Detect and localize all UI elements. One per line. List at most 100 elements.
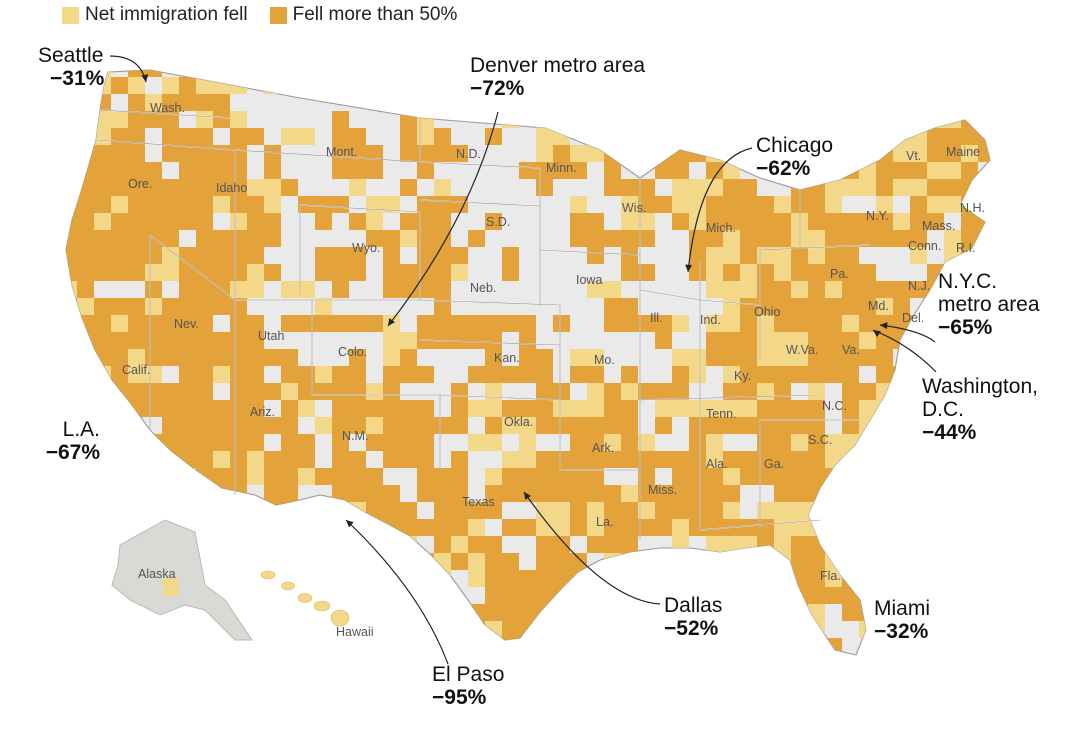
county-cell — [349, 400, 366, 417]
county-cell — [842, 570, 859, 587]
county-cell — [434, 298, 451, 332]
county-cell — [553, 621, 587, 638]
county-cell — [451, 451, 468, 485]
state-label: Ore. — [128, 177, 152, 191]
county-cell — [893, 383, 910, 400]
county-cell — [995, 162, 1012, 179]
county-cell — [995, 655, 1029, 672]
county-cell — [383, 349, 400, 366]
county-cell — [519, 604, 553, 621]
county-cell — [672, 451, 689, 468]
county-cell — [264, 264, 281, 281]
county-cell — [808, 281, 825, 298]
county-cell — [536, 417, 570, 434]
county-cell — [451, 145, 468, 162]
county-cell — [451, 553, 468, 570]
county-cell — [689, 145, 706, 162]
callout-miami: Miami −32% — [874, 597, 930, 643]
county-cell — [706, 451, 723, 468]
county-cell — [553, 638, 570, 655]
county-cell — [145, 468, 179, 502]
county-cell — [859, 264, 876, 281]
county-cell — [876, 179, 893, 196]
county-cell — [383, 400, 417, 417]
county-cell — [740, 553, 774, 570]
county-cell — [162, 621, 179, 655]
county-cell — [281, 519, 315, 536]
county-cell — [655, 94, 672, 111]
county-cell — [791, 366, 808, 383]
county-cell — [349, 553, 383, 570]
county-cell — [995, 179, 1012, 213]
county-cell — [842, 94, 859, 111]
county-cell — [621, 621, 638, 638]
county-cell — [791, 94, 825, 111]
county-cell — [230, 162, 247, 179]
county-cell — [451, 70, 468, 77]
county-cell — [842, 366, 859, 383]
state-label: Del. — [902, 311, 924, 325]
county-cell — [706, 230, 723, 247]
county-cell — [94, 553, 111, 570]
callout-seattle-name: Seattle — [38, 44, 104, 67]
county-cell — [961, 502, 990, 519]
county-cell — [349, 179, 366, 196]
county-cell — [621, 400, 638, 417]
county-cell — [961, 587, 978, 604]
county-cell — [859, 77, 893, 111]
county-cell — [553, 570, 570, 587]
county-cell — [995, 468, 1012, 485]
county-cell — [230, 77, 247, 94]
county-cell — [706, 332, 723, 349]
county-cell — [927, 196, 961, 213]
county-cell — [553, 315, 570, 332]
county-cell — [332, 553, 349, 570]
county-cell — [655, 400, 689, 417]
county-cell — [791, 604, 808, 638]
county-cell — [774, 247, 791, 264]
county-cell — [910, 70, 944, 94]
county-cell — [689, 213, 706, 230]
county-cell — [502, 366, 519, 383]
state-border-line — [419, 161, 541, 169]
county-cell — [893, 655, 910, 689]
state-label: Wyo. — [352, 241, 380, 255]
county-cell — [723, 638, 740, 655]
county-cell — [570, 587, 587, 621]
county-cell — [213, 468, 230, 485]
callout-la-pct: −67% — [45, 441, 100, 465]
county-cell — [247, 213, 264, 230]
county-cell — [570, 655, 604, 672]
county-cell — [66, 332, 77, 366]
county-cell — [468, 553, 485, 587]
county-cell — [859, 281, 876, 298]
county-cell — [791, 451, 808, 468]
county-cell — [485, 621, 502, 638]
county-cell — [706, 145, 723, 162]
county-cell — [77, 213, 94, 247]
county-cell — [604, 638, 621, 655]
county-cell — [298, 281, 315, 298]
county-cell — [383, 434, 400, 451]
county-cell — [213, 400, 230, 417]
county-cell — [893, 468, 910, 502]
county-cell — [961, 655, 995, 672]
county-cell — [179, 366, 196, 383]
county-cell — [94, 298, 111, 315]
county-cell — [66, 315, 77, 349]
county-cell — [740, 332, 757, 349]
leader-line — [523, 491, 661, 605]
county-cell — [791, 485, 808, 502]
county-cell — [468, 604, 485, 638]
county-cell — [774, 383, 791, 400]
county-cell — [740, 230, 757, 264]
county-cell — [281, 536, 315, 553]
county-cell — [128, 213, 145, 230]
callout-dc-name: Washington, — [922, 375, 1038, 398]
county-cell — [213, 417, 230, 434]
county-cell — [77, 281, 94, 298]
county-cell — [60, 655, 77, 672]
county-cell — [570, 621, 587, 655]
county-cell — [978, 502, 990, 519]
county-cell — [859, 298, 876, 315]
